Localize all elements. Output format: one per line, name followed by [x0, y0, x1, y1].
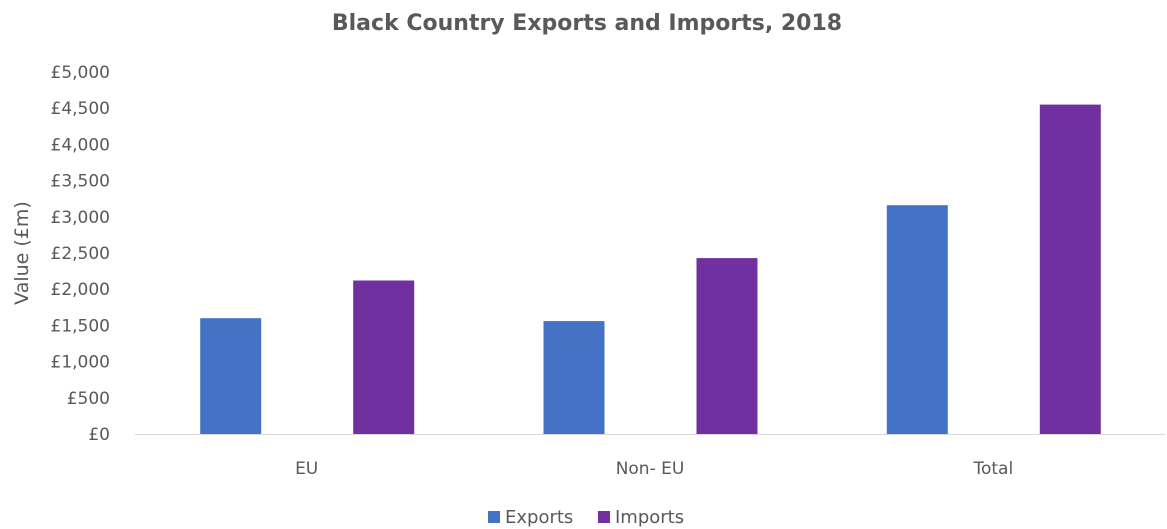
- legend-item-imports: Imports: [598, 507, 684, 528]
- x-tick-label: Total: [972, 459, 1013, 479]
- legend-label: Imports: [615, 507, 684, 528]
- y-tick-label: £3,000: [51, 208, 110, 228]
- y-tick-label: £500: [67, 389, 110, 409]
- bar-imports-0: [353, 280, 415, 434]
- x-tick-label: Non- EU: [616, 459, 685, 479]
- y-tick-label: £4,000: [51, 135, 110, 155]
- y-tick-label: £0: [88, 425, 110, 445]
- y-axis-tick-labels: £0 £500 £1,000 £1,500 £2,000 £2,500 £3,000 £3,5…: [51, 63, 110, 445]
- y-tick-label: £1,000: [51, 353, 110, 373]
- bar-imports-1: [696, 258, 758, 434]
- x-tick-label: EU: [295, 459, 318, 479]
- y-tick-label: £1,500: [51, 316, 110, 336]
- y-axis-title: Value (£m): [11, 201, 33, 305]
- y-tick-label: £2,500: [51, 244, 110, 264]
- legend-swatch: [488, 511, 500, 523]
- x-axis-tick-labels: EU Non- EU Total: [295, 459, 1013, 479]
- y-tick-label: £5,000: [51, 63, 110, 83]
- bar-exports-1: [543, 321, 605, 434]
- y-tick-label: £2,000: [51, 280, 110, 300]
- bar-imports-2: [1039, 104, 1101, 434]
- bar-series: [200, 104, 1101, 434]
- y-tick-label: £3,500: [51, 172, 110, 192]
- series-imports: [353, 104, 1101, 434]
- series-exports: [200, 205, 948, 434]
- chart-title: Black Country Exports and Imports, 2018: [332, 11, 842, 36]
- y-tick-label: £4,500: [51, 99, 110, 119]
- chart-legend: Exports Imports: [488, 507, 684, 528]
- legend-label: Exports: [505, 507, 573, 528]
- bar-exports-0: [200, 318, 262, 434]
- legend-swatch: [598, 511, 610, 523]
- bar-exports-2: [886, 205, 948, 434]
- legend-item-exports: Exports: [488, 507, 573, 528]
